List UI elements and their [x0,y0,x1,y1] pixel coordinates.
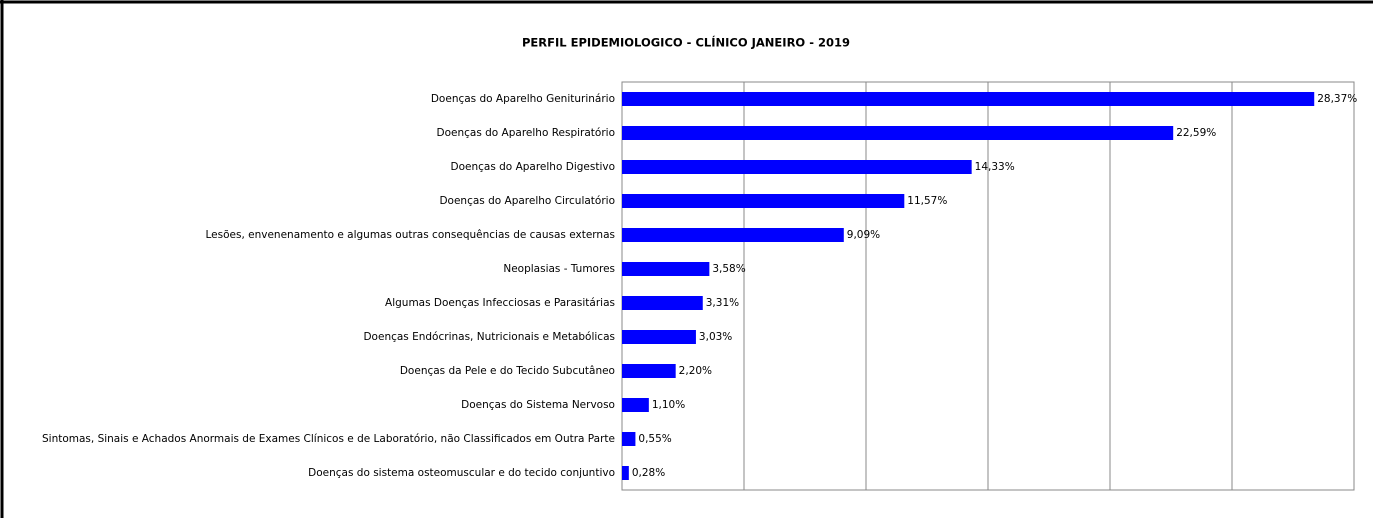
bar [622,160,972,174]
bar [622,398,649,412]
bar [622,194,905,208]
value-label: 3,58% [712,263,745,275]
value-label: 14,33% [975,161,1015,173]
value-label: 3,31% [706,297,739,309]
bar [622,364,676,378]
value-label: 28,37% [1317,93,1357,105]
category-label: Algumas Doenças Infecciosas e Parasitári… [385,297,615,309]
category-label: Doenças do Sistema Nervoso [461,399,615,411]
bar [622,466,629,480]
value-label: 0,55% [638,433,671,445]
bar [622,228,844,242]
value-label: 9,09% [847,229,880,241]
chart-title: PERFIL EPIDEMIOLOGICO - CLÍNICO JANEIRO … [522,35,850,50]
category-label: Lesões, envenenamento e algumas outras c… [206,229,615,241]
category-label: Doenças do Aparelho Circulatório [439,195,615,207]
category-label: Doenças do sistema osteomuscular e do te… [308,467,615,479]
value-label: 1,10% [652,399,685,411]
bar [622,92,1315,106]
value-label: 11,57% [907,195,947,207]
bar [622,296,703,310]
bar [622,262,710,276]
value-label: 0,28% [632,467,665,479]
value-label: 2,20% [679,365,712,377]
value-label: 3,03% [699,331,732,343]
category-label: Doenças do Aparelho Digestivo [451,161,616,173]
value-label: 22,59% [1176,127,1216,139]
category-label: Doenças Endócrinas, Nutricionais e Metab… [363,331,615,343]
category-label: Neoplasias - Tumores [503,263,615,275]
category-label: Doenças do Aparelho Geniturinário [431,93,615,105]
bar [622,432,636,446]
category-label: Doenças do Aparelho Respiratório [436,127,615,139]
bar [622,126,1174,140]
category-label: Doenças da Pele e do Tecido Subcutâneo [400,365,615,377]
category-label: Sintomas, Sinais e Achados Anormais de E… [42,433,615,445]
bar [622,330,696,344]
